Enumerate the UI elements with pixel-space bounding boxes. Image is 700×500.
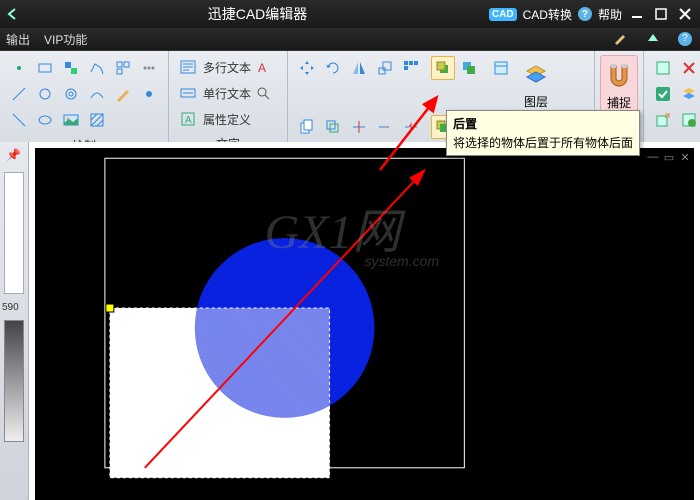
menu-vip[interactable]: VIP功能: [44, 31, 87, 48]
rect-icon[interactable]: [33, 56, 57, 80]
maximize-button[interactable]: [652, 5, 670, 23]
side-gradient: [4, 320, 24, 442]
snap-button[interactable]: 捕捉: [600, 55, 638, 116]
array-icon[interactable]: [399, 56, 423, 80]
import-icon[interactable]: [677, 108, 700, 132]
stext-icon[interactable]: [176, 81, 200, 105]
arc-icon[interactable]: [85, 82, 109, 106]
title-bar: 迅捷CAD编辑器 CAD CAD转换 ? 帮助: [0, 0, 700, 28]
poly-icon[interactable]: [85, 56, 109, 80]
order-icon[interactable]: [457, 56, 481, 80]
vp-close-icon[interactable]: ✕: [678, 150, 692, 164]
line-icon[interactable]: [7, 82, 31, 106]
drawing-canvas: GX1网 system.com: [35, 148, 694, 500]
hatch-icon[interactable]: [85, 108, 109, 132]
tooltip-body: 将选择的物体后置于所有物体后面: [453, 134, 633, 151]
close-button[interactable]: [676, 5, 694, 23]
edit-icon[interactable]: [612, 30, 630, 48]
attr-label[interactable]: 属性定义: [203, 111, 251, 128]
break-icon[interactable]: [399, 115, 423, 139]
circle-icon[interactable]: [33, 82, 57, 106]
app-title: 迅捷CAD编辑器: [26, 4, 489, 24]
layer-label: 图层: [524, 93, 548, 110]
side-panel: 📌 590: [0, 142, 29, 500]
image-icon[interactable]: [59, 108, 83, 132]
ring-icon[interactable]: [59, 82, 83, 106]
trim-icon[interactable]: [347, 115, 371, 139]
viewport-controls: — ▭ ✕: [646, 150, 692, 164]
info-icon[interactable]: ?: [676, 30, 694, 48]
font-a-icon[interactable]: A: [254, 55, 272, 79]
copy-icon[interactable]: [295, 115, 319, 139]
help-label[interactable]: 帮助: [598, 6, 622, 23]
panel-right: [644, 51, 700, 143]
panel-text: 多行文本A 单行文本 A属性定义 文字: [169, 51, 288, 143]
viewport[interactable]: — ▭ ✕ GX1: [35, 148, 694, 500]
menu-bar: 输出 VIP功能 ?: [0, 28, 700, 51]
shape-icon[interactable]: [59, 56, 83, 80]
more-icon[interactable]: [137, 56, 161, 80]
extend-icon[interactable]: [373, 115, 397, 139]
back-icon[interactable]: [0, 7, 26, 21]
vp-min-icon[interactable]: —: [646, 150, 660, 164]
find-icon[interactable]: [254, 81, 272, 105]
point-icon[interactable]: [7, 56, 31, 80]
diag-icon[interactable]: [7, 108, 31, 132]
scale-icon[interactable]: [373, 56, 397, 80]
cad-badge-icon: CAD: [489, 8, 517, 21]
watermark-sub: system.com: [365, 253, 440, 269]
grid-icon[interactable]: [111, 56, 135, 80]
offset-icon[interactable]: [321, 115, 345, 139]
move-icon[interactable]: [295, 56, 319, 80]
up-icon[interactable]: [644, 30, 662, 48]
grip-handle[interactable]: [106, 304, 114, 312]
block-icon[interactable]: [651, 56, 675, 80]
minimize-button[interactable]: [628, 5, 646, 23]
props-icon[interactable]: [489, 56, 513, 80]
check-icon[interactable]: [651, 82, 675, 106]
stext-label[interactable]: 单行文本: [203, 85, 251, 102]
mtext-label[interactable]: 多行文本: [203, 59, 251, 76]
pin-icon[interactable]: 📌: [6, 148, 21, 162]
vp-max-icon[interactable]: ▭: [662, 150, 676, 164]
help-icon[interactable]: ?: [578, 7, 592, 21]
watermark: GX1网: [265, 206, 407, 259]
tooltip-title: 后置: [453, 115, 633, 132]
attr-icon[interactable]: A: [176, 107, 200, 131]
dot-icon[interactable]: [137, 82, 161, 106]
side-number: 590: [2, 302, 19, 313]
tooltip: 后置 将选择的物体后置于所有物体后面: [446, 110, 640, 156]
ellipse-icon[interactable]: [33, 108, 57, 132]
svg-text:A: A: [258, 61, 266, 74]
menu-output[interactable]: 输出: [6, 31, 30, 48]
rotate-icon[interactable]: [321, 56, 345, 80]
export-icon[interactable]: [651, 108, 675, 132]
layers2-icon[interactable]: [677, 82, 700, 106]
mirror-icon[interactable]: [347, 56, 371, 80]
panel-draw: 绘制: [0, 51, 169, 143]
mtext-icon[interactable]: [176, 55, 200, 79]
side-scroll[interactable]: [4, 172, 24, 294]
layer-button[interactable]: 图层: [514, 55, 558, 114]
snap-label: 捕捉: [607, 94, 631, 111]
cad-convert-label[interactable]: CAD转换: [523, 6, 572, 23]
svg-text:A: A: [185, 115, 192, 126]
bring-front-icon[interactable]: [431, 56, 455, 80]
pencil-icon[interactable]: [111, 82, 135, 106]
delete-icon[interactable]: [677, 56, 700, 80]
workspace: 📌 590 — ▭ ✕: [0, 142, 700, 500]
